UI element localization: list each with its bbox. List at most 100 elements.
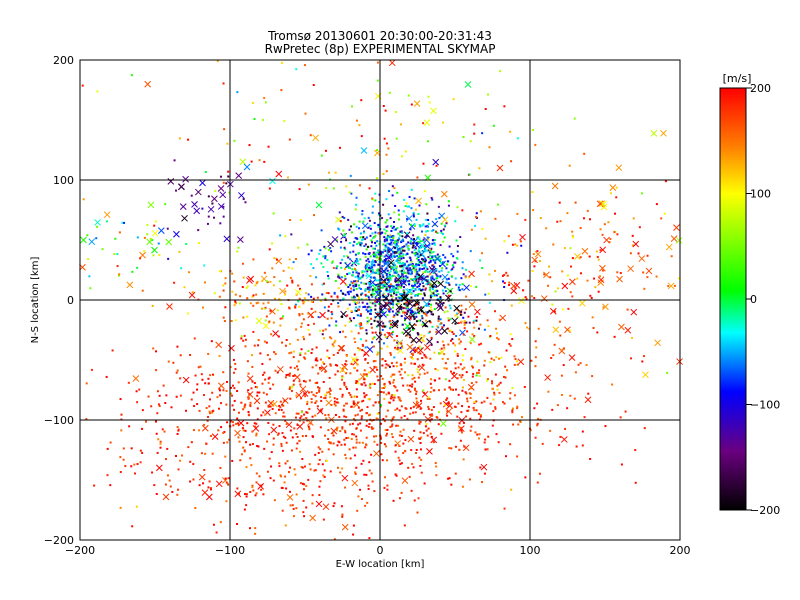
data-point-dot (429, 390, 432, 393)
data-point-dot (289, 219, 292, 222)
data-point-dot (225, 182, 228, 185)
data-point-dot (440, 432, 443, 435)
data-point-dot (408, 205, 411, 208)
data-point-cross (165, 238, 173, 246)
data-point-dot (376, 149, 379, 152)
data-point-dot (136, 266, 139, 269)
data-point-dot (463, 366, 466, 369)
data-point-dot (449, 318, 452, 321)
data-point-dot (310, 401, 313, 404)
data-point-dot (344, 486, 347, 489)
data-point-dot (601, 269, 604, 272)
data-point-dot (448, 447, 451, 450)
data-point-dot (421, 239, 424, 242)
data-point-dot (456, 415, 459, 418)
data-point-dot (305, 411, 308, 414)
data-point-dot (359, 422, 362, 425)
data-point-dot (377, 251, 380, 254)
data-point-dot (595, 250, 598, 253)
data-point-dot (332, 353, 335, 356)
data-point-dot (402, 451, 405, 454)
data-point-dot (208, 480, 211, 483)
data-point-dot (234, 362, 237, 365)
data-point-dot (255, 492, 258, 495)
data-point-dot (133, 472, 136, 475)
data-point-dot (348, 448, 351, 451)
data-point-dot (367, 397, 370, 400)
data-point-dot (394, 408, 397, 411)
data-point-dot (418, 224, 421, 227)
data-point-dot (418, 420, 421, 423)
data-point-dot (414, 294, 417, 297)
data-point-dot (424, 269, 427, 272)
data-point-dot (367, 487, 370, 490)
data-point-cross (362, 350, 370, 357)
data-point-dot (673, 284, 676, 287)
data-point-dot (422, 311, 425, 314)
data-point-dot (141, 451, 144, 454)
data-point-dot (105, 375, 108, 378)
data-point-dot (322, 518, 325, 521)
data-point-dot (354, 341, 357, 344)
data-point-dot (388, 243, 391, 246)
data-point-dot (320, 229, 323, 232)
data-point-dot (400, 345, 403, 348)
data-point-dot (423, 245, 426, 248)
data-point-dot (369, 301, 372, 304)
data-point-dot (279, 317, 282, 320)
data-point-dot (400, 416, 403, 419)
data-point-cross (568, 354, 576, 361)
data-point-dot (427, 408, 430, 411)
data-point-dot (406, 205, 409, 208)
data-point-dot (530, 359, 533, 362)
data-point-cross (435, 328, 442, 336)
data-point-dot (535, 346, 538, 349)
data-point-cross (418, 251, 426, 258)
data-point-dot (400, 241, 403, 244)
data-point-dot (386, 314, 389, 317)
data-point-dot (377, 285, 380, 288)
data-point-dot (357, 308, 360, 311)
data-point-dot (664, 180, 667, 183)
data-point-dot (371, 331, 374, 334)
data-point-dot (416, 358, 419, 361)
data-point-dot (387, 293, 390, 296)
data-point-dot (279, 474, 282, 477)
data-point-dot (429, 283, 432, 286)
chart-title: Tromsø 20130601 20:30:00-20:31:43 (267, 29, 492, 43)
data-point-dot (295, 447, 298, 450)
data-point-dot (288, 258, 291, 261)
data-point-dot (380, 278, 383, 281)
data-point-cross (430, 436, 438, 444)
data-point-cross (228, 344, 235, 352)
data-point-dot (437, 281, 440, 284)
data-point-dot (234, 319, 237, 322)
data-point-dot (382, 243, 385, 246)
data-point-dot (432, 265, 435, 268)
data-point-cross (409, 312, 417, 320)
data-point-dot (655, 275, 658, 278)
data-point-dot (426, 371, 429, 374)
data-point-dot (409, 317, 412, 320)
data-point-dot (331, 432, 334, 435)
data-point-dot (390, 362, 393, 365)
data-point-dot (408, 300, 411, 303)
data-point-dot (307, 478, 310, 481)
data-point-cross (385, 254, 393, 261)
data-point-dot (395, 302, 398, 305)
data-point-dot (393, 373, 396, 376)
data-point-dot (179, 377, 182, 380)
data-point-dot (394, 386, 397, 389)
data-point-dot (398, 218, 401, 221)
data-point-dot (516, 360, 519, 363)
data-point-dot (266, 470, 269, 473)
data-point-dot (249, 405, 252, 408)
data-point-cross (391, 321, 399, 329)
data-point-dot (345, 360, 348, 363)
data-point-dot (461, 389, 464, 392)
data-point-dot (375, 251, 378, 254)
data-point-dot (361, 441, 364, 444)
data-point-dot (166, 447, 169, 450)
data-point-dot (242, 316, 245, 319)
data-point-dot (135, 390, 138, 393)
